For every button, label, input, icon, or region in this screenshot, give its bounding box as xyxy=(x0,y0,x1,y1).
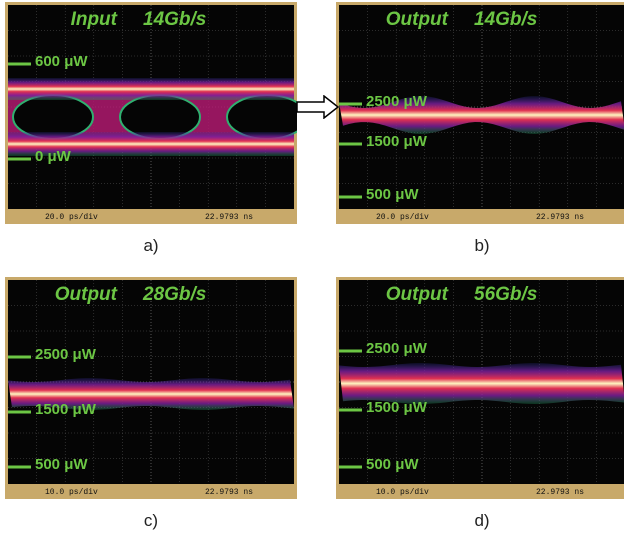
panel-signal: Output xyxy=(55,284,118,305)
level-label: 2500 μW xyxy=(366,93,428,110)
level-label: 1500 μW xyxy=(35,401,97,418)
panel-rate: 56Gb/s xyxy=(474,284,537,305)
level-label: 1500 μW xyxy=(366,399,428,416)
signal-band xyxy=(339,96,624,134)
caption: a) xyxy=(143,236,159,255)
eye-diagram: Input 14Gb/s 600 μW 0 μW 20.0 ps/div 22.9793 … xyxy=(5,2,297,224)
caption: b) xyxy=(474,236,490,255)
level-label: 0 μW xyxy=(35,148,72,165)
signal-band xyxy=(339,363,624,404)
level-label: 600 μW xyxy=(35,53,88,70)
eye-diagram: Output 14Gb/s 2500 μW 1500 μW 500 μW 20.0 ps/… xyxy=(336,2,624,224)
eye-diagram: Output 28Gb/s 2500 μW 1500 μW 500 μW 10.0 ps/… xyxy=(5,277,297,499)
footer-time: 22.9793 ns xyxy=(205,488,253,497)
footer-scale: 20.0 ps/div xyxy=(45,213,98,222)
panel-rate: 14Gb/s xyxy=(143,9,206,30)
caption: c) xyxy=(143,511,159,530)
panel-rate: 14Gb/s xyxy=(474,9,537,30)
footer-time: 22.9793 ns xyxy=(536,488,584,497)
panel-signal: Output xyxy=(386,284,449,305)
footer-time: 22.9793 ns xyxy=(536,213,584,222)
level-label: 500 μW xyxy=(366,186,419,203)
footer-scale: 10.0 ps/div xyxy=(376,488,429,497)
caption: d) xyxy=(474,511,490,530)
footer-time: 22.9793 ns xyxy=(205,213,253,222)
arrow xyxy=(296,95,340,119)
panel-signal: Input xyxy=(71,9,118,30)
level-label: 2500 μW xyxy=(366,340,428,357)
level-label: 2500 μW xyxy=(35,346,97,363)
rail xyxy=(8,132,294,156)
signal-band xyxy=(8,378,294,410)
level-label: 500 μW xyxy=(35,456,88,473)
eye-diagram: Output 56Gb/s 2500 μW 1500 μW 500 μW 10.0 ps/… xyxy=(336,277,624,499)
panel-rate: 28Gb/s xyxy=(142,284,206,305)
footer-scale: 10.0 ps/div xyxy=(45,488,98,497)
rail xyxy=(8,78,294,100)
panel-signal: Output xyxy=(386,9,449,30)
level-label: 500 μW xyxy=(366,456,419,473)
footer-scale: 20.0 ps/div xyxy=(376,213,429,222)
level-label: 1500 μW xyxy=(366,133,428,150)
